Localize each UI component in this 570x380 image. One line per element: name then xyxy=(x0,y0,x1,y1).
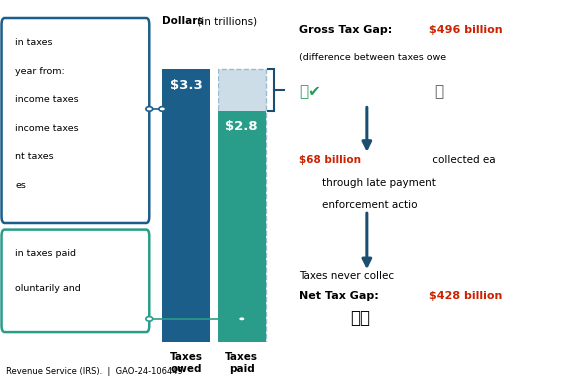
Text: $3.3: $3.3 xyxy=(170,79,202,92)
Bar xyxy=(218,111,266,342)
Text: in taxes: in taxes xyxy=(15,38,53,47)
Text: $428 billion: $428 billion xyxy=(429,291,502,301)
Text: Dollars: Dollars xyxy=(162,16,203,26)
FancyBboxPatch shape xyxy=(2,18,149,223)
Text: Gross Tax Gap:: Gross Tax Gap: xyxy=(299,25,396,35)
Text: $68 billion: $68 billion xyxy=(299,155,361,165)
Text: (difference between taxes owe: (difference between taxes owe xyxy=(299,53,446,62)
Text: 💵✔: 💵✔ xyxy=(299,84,321,99)
Text: Taxes
owed: Taxes owed xyxy=(169,352,202,374)
Text: ❌💰: ❌💰 xyxy=(350,309,370,327)
Text: Net Tax Gap:: Net Tax Gap: xyxy=(299,291,383,301)
Text: enforcement actio: enforcement actio xyxy=(321,200,417,210)
Bar xyxy=(162,69,210,342)
Text: Taxes
paid: Taxes paid xyxy=(225,352,258,374)
Text: nt taxes: nt taxes xyxy=(15,152,54,161)
Bar xyxy=(210,69,218,342)
Text: 💻: 💻 xyxy=(434,84,443,99)
Text: $2.8: $2.8 xyxy=(226,120,258,133)
Text: income taxes: income taxes xyxy=(15,95,79,104)
Bar xyxy=(218,69,266,342)
Text: in taxes paid: in taxes paid xyxy=(15,249,76,258)
Text: Revenue Service (IRS).  |  GAO-24-106449: Revenue Service (IRS). | GAO-24-106449 xyxy=(6,367,182,376)
Text: $496 billion: $496 billion xyxy=(429,25,503,35)
Text: income taxes: income taxes xyxy=(15,124,79,133)
Text: (in trillions): (in trillions) xyxy=(194,16,257,26)
Text: through late payment: through late payment xyxy=(321,178,435,188)
FancyBboxPatch shape xyxy=(2,230,149,332)
Text: Taxes never collec: Taxes never collec xyxy=(299,271,394,281)
Text: collected ea: collected ea xyxy=(429,155,495,165)
Text: oluntarily and: oluntarily and xyxy=(15,284,81,293)
Text: year from:: year from: xyxy=(15,66,65,76)
Text: es: es xyxy=(15,181,26,190)
